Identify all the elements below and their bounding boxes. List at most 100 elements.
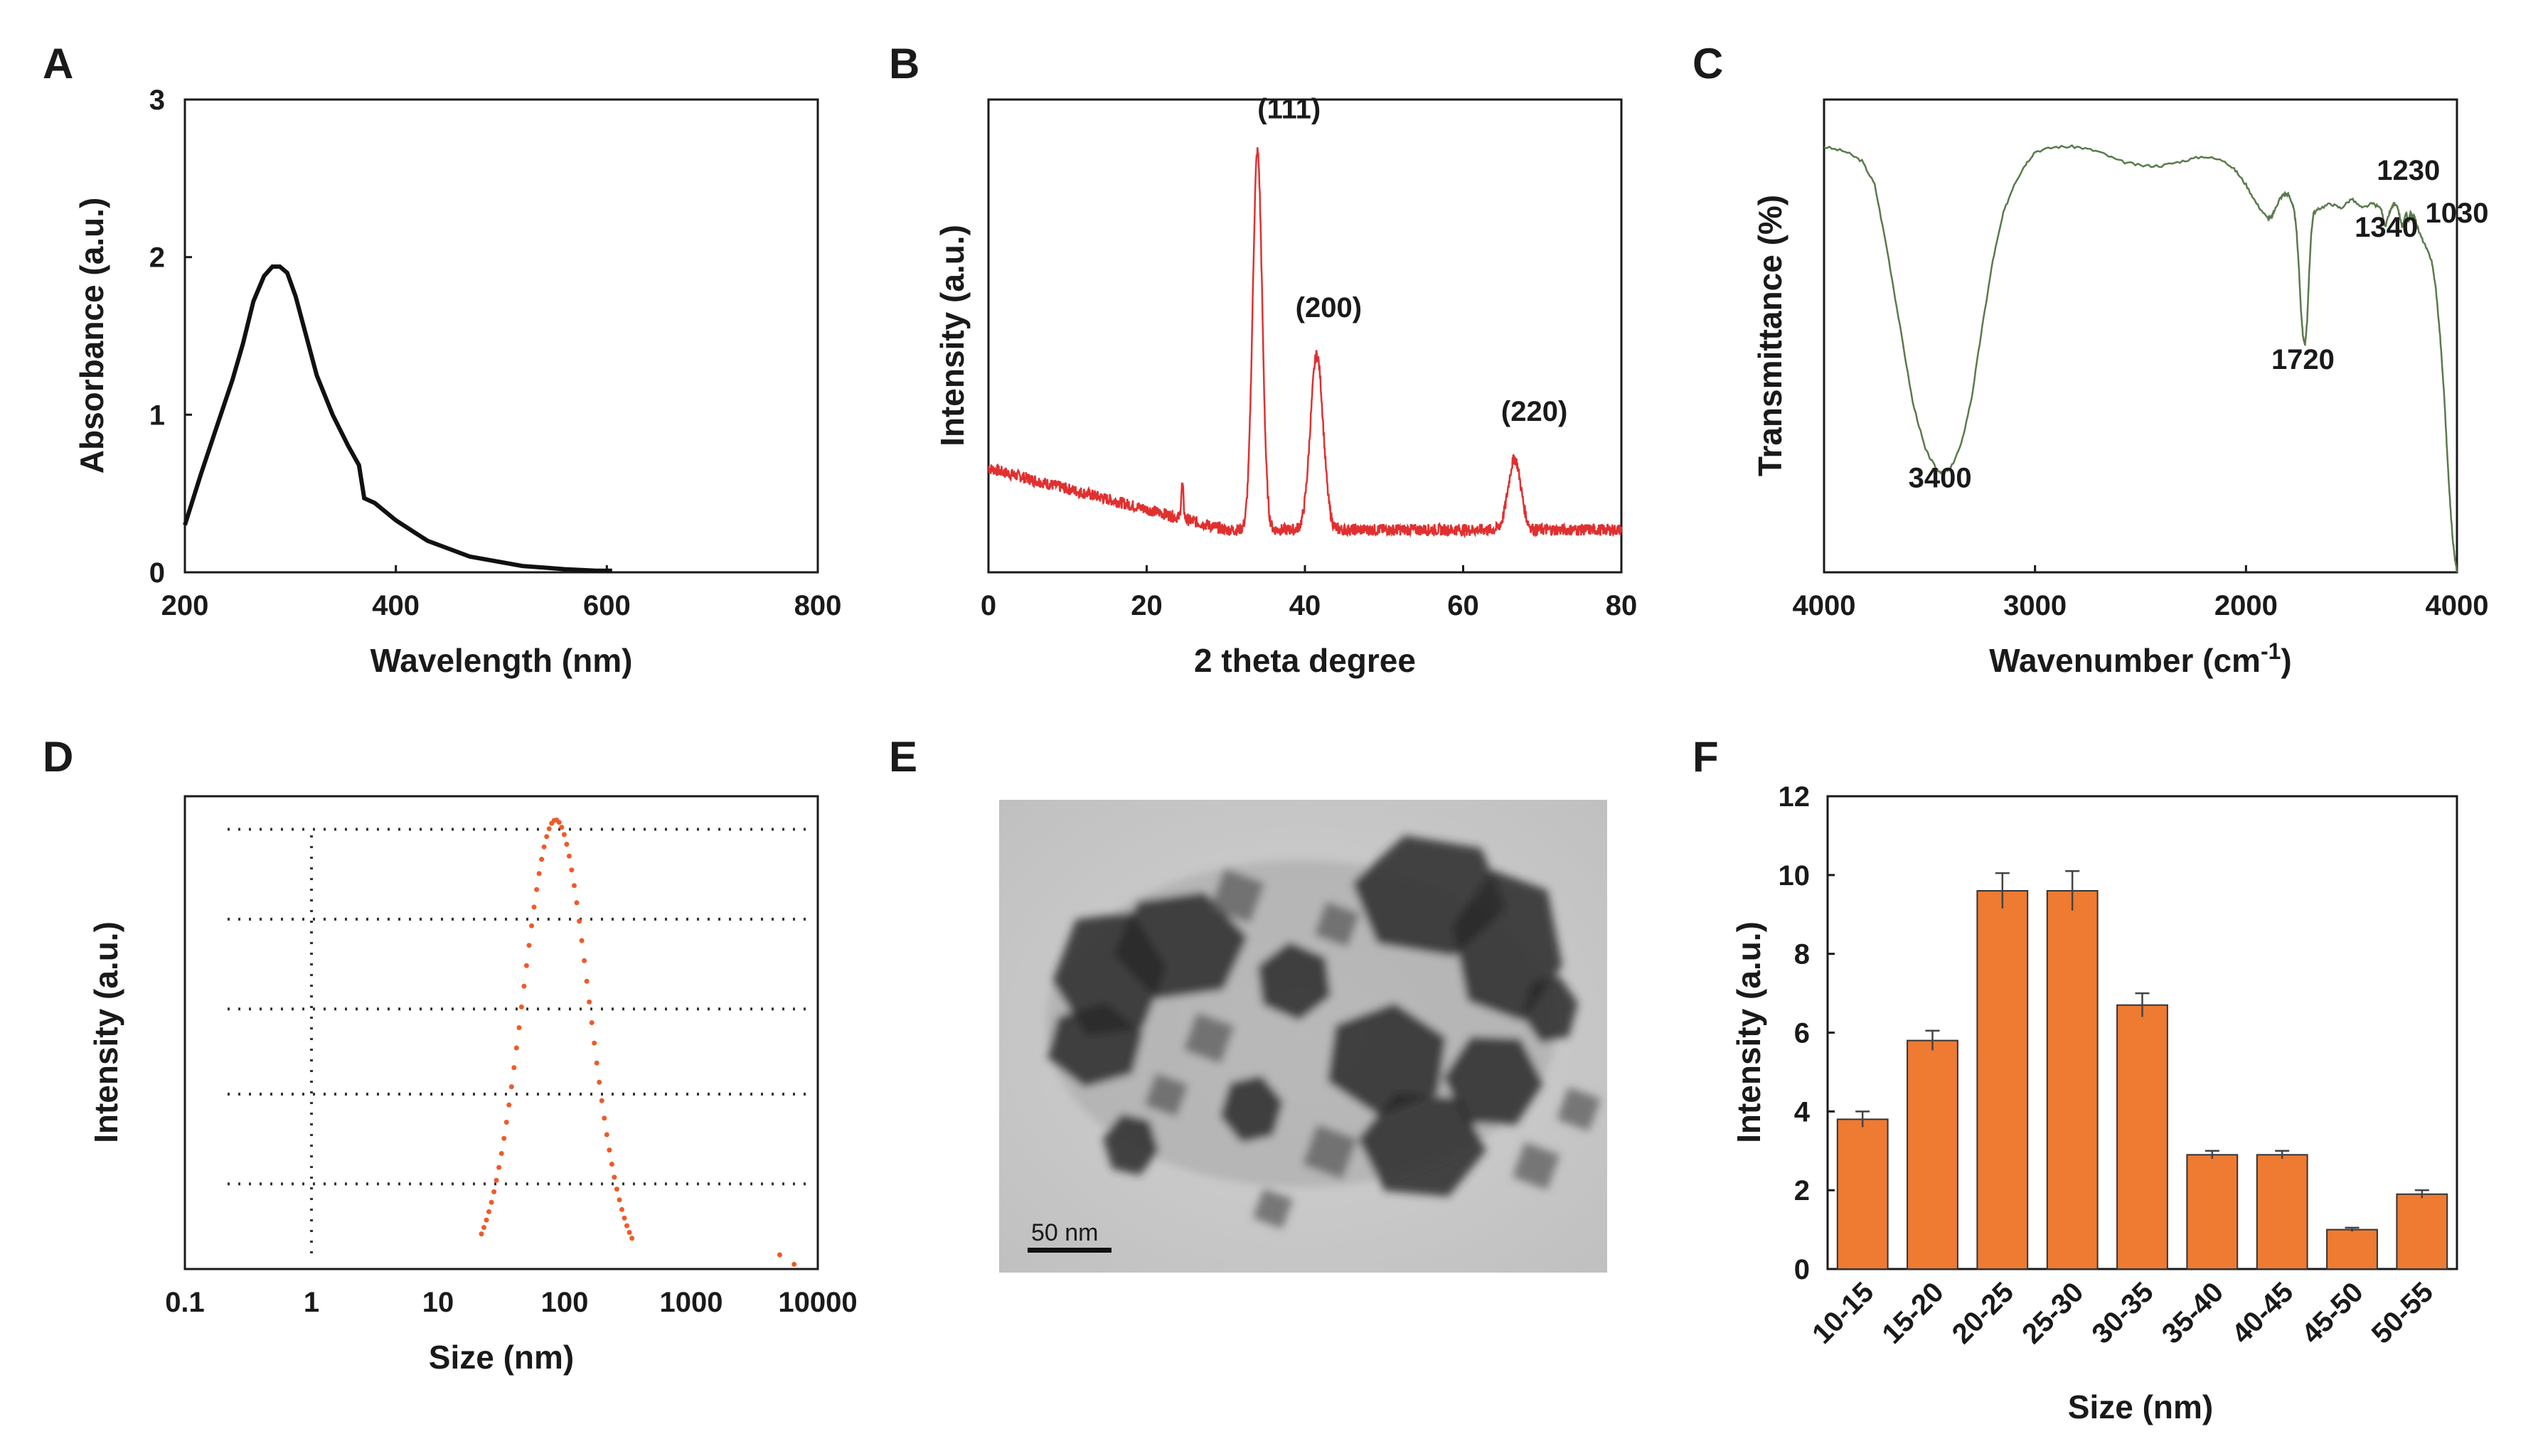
panel-e: E 50 nm	[889, 733, 1607, 1273]
panel-c-x-tick-label: 3000	[2003, 590, 2067, 621]
panel-a-ticks: 200 400 600 800 0 1 2 3	[149, 85, 842, 621]
panel-a-y-tick-label: 0	[149, 557, 165, 589]
panel-c-band-label: 1030	[2426, 198, 2489, 229]
panel-b-x-tick-label: 40	[1289, 590, 1321, 621]
tem-nanoparticle	[1302, 1124, 1358, 1179]
panel-d-data-point	[602, 1115, 607, 1121]
panel-f-bar	[2046, 890, 2099, 1270]
panel-b-peak-label: (200)	[1296, 292, 1362, 323]
panel-c-ticks: 4000 3000 2000 4000	[1793, 565, 2488, 621]
panel-b-peak-label: (111)	[1257, 94, 1321, 125]
panel-a-y-tick-label: 3	[149, 85, 165, 116]
panel-c-x-axis-title-superscript: -1	[2261, 638, 2281, 664]
panel-letter-e: E	[889, 733, 917, 781]
panel-f-bar	[2326, 1228, 2378, 1270]
tem-nanoparticle	[1183, 1012, 1235, 1064]
panel-f-x-axis-title: Size (nm)	[2068, 1388, 2213, 1425]
panel-d-data-point	[494, 1177, 499, 1183]
panel-d-data-point	[489, 1199, 494, 1205]
panel-b-x-tick-label: 60	[1447, 590, 1479, 621]
panel-d-data-point	[569, 867, 575, 873]
panel-d-data-point	[513, 1045, 519, 1051]
panel-f-x-tick-label: 35-40	[2156, 1276, 2229, 1349]
panel-f-bar	[1907, 1039, 1958, 1270]
panel-f-y-tick-label: 12	[1779, 781, 1811, 813]
panel-d-data-point	[627, 1230, 632, 1235]
panel-d-data-point	[619, 1206, 624, 1212]
panel-d-data-point	[539, 857, 545, 862]
panel-letter-c: C	[1692, 40, 1723, 87]
panel-f-y-tick-label: 8	[1794, 939, 1810, 970]
panel-c-band-label: 1340	[2355, 212, 2418, 243]
panel-f-bar	[2396, 1193, 2448, 1270]
panel-letter-d: D	[43, 733, 73, 781]
panel-a-x-tick-label: 600	[583, 590, 631, 621]
panel-d-y-axis-title: Intensity (a.u.)	[87, 921, 124, 1143]
tem-nanoparticle	[1313, 901, 1360, 948]
panel-a-x-tick-label: 200	[161, 590, 209, 621]
panel-d-data-point	[629, 1236, 635, 1241]
panel-d-data-point	[536, 871, 542, 877]
panel-letter-a: A	[43, 40, 73, 87]
panel-d: D 0.1 1 10 100 1000 10000 Size (nm) Intensity…	[43, 733, 858, 1376]
panel-f-y-tick-label: 0	[1794, 1254, 1810, 1285]
panel-f-x-tick-label: 40-45	[2226, 1276, 2299, 1349]
panel-d-data-point	[574, 900, 580, 906]
panel-d-data-point	[572, 883, 577, 889]
panel-letter-f: F	[1692, 733, 1719, 781]
scale-bar	[1028, 1248, 1111, 1253]
panel-d-x-axis-title: Size (nm)	[429, 1339, 574, 1376]
panel-d-data-point	[579, 938, 585, 943]
panel-c-x-axis-title-main: Wavenumber (cm	[1989, 642, 2261, 679]
panel-d-data-point	[607, 1147, 612, 1153]
panel-d-data-point	[582, 958, 587, 963]
tem-nanoparticle	[1210, 868, 1265, 924]
panel-d-data-point	[594, 1060, 599, 1066]
panel-f: F 0 2 4 6 8 10 12 10-1515-2020-2525-3030-3535-…	[1692, 733, 2458, 1425]
panel-b-y-axis-title: Intensity (a.u.)	[934, 225, 971, 446]
panel-d-data-point	[777, 1252, 782, 1258]
tem-nanoparticle	[1103, 1114, 1158, 1175]
tem-nanoparticle	[1252, 1188, 1294, 1229]
panel-d-data-point	[791, 1261, 797, 1267]
panel-a-x-axis-title: Wavelength (nm)	[370, 642, 633, 679]
panel-d-data-point	[564, 842, 570, 847]
tem-nanoparticle	[1358, 1093, 1486, 1197]
panel-d-data-point	[544, 834, 550, 840]
tem-nanoparticle	[1114, 892, 1247, 999]
panel-f-y-tick-label: 4	[1794, 1096, 1811, 1128]
panel-d-data-point	[566, 853, 572, 859]
panel-f-y-tick-label: 10	[1779, 860, 1811, 892]
panel-f-bar	[1836, 1118, 1889, 1270]
panel-f-x-tick-label: 20-25	[1946, 1276, 2020, 1349]
panel-b: B 0 20 40 60 80 (111) (200) (220) 2 theta degr…	[889, 40, 1637, 679]
panel-d-data-point	[561, 832, 567, 837]
panel-f-bar	[1976, 890, 2029, 1270]
panel-d-data-point	[587, 999, 592, 1005]
panel-d-grid	[228, 828, 807, 1262]
tem-nanoparticle	[1220, 1076, 1283, 1142]
panel-d-data-point	[597, 1079, 602, 1085]
panel-d-frame	[183, 795, 819, 1270]
panel-a-x-tick-label: 800	[794, 590, 842, 621]
panel-d-data-point	[614, 1187, 619, 1192]
panel-f-bars: 10-1515-2020-2525-3030-3535-4040-4545-50…	[1806, 870, 2448, 1350]
tem-nanoparticle	[1444, 1037, 1543, 1125]
panel-f-x-tick-label: 30-35	[2086, 1276, 2159, 1349]
panel-d-data-point	[491, 1189, 497, 1194]
panel-d-data-point	[479, 1231, 484, 1237]
panel-d-data-point	[622, 1215, 627, 1221]
panel-b-ticks: 0 20 40 60 80	[981, 565, 1637, 621]
ftir-spectrum	[1823, 144, 2458, 573]
panel-d-data-point	[526, 943, 532, 948]
panel-c-frame	[1823, 98, 2458, 574]
panel-d-data-point	[541, 844, 547, 850]
panel-f-x-tick-label: 25-30	[2016, 1276, 2089, 1349]
panel-d-data-point	[481, 1225, 486, 1230]
panel-d-data-point	[516, 1025, 522, 1030]
panel-c-annotations: 3400 1720 1230 1340 1030	[1909, 155, 2489, 493]
panel-d-data-point	[589, 1020, 595, 1025]
scale-bar-label: 50 nm	[1031, 1219, 1099, 1246]
panel-d-data-point	[546, 826, 552, 832]
panel-c-band-label: 1230	[2377, 155, 2440, 186]
